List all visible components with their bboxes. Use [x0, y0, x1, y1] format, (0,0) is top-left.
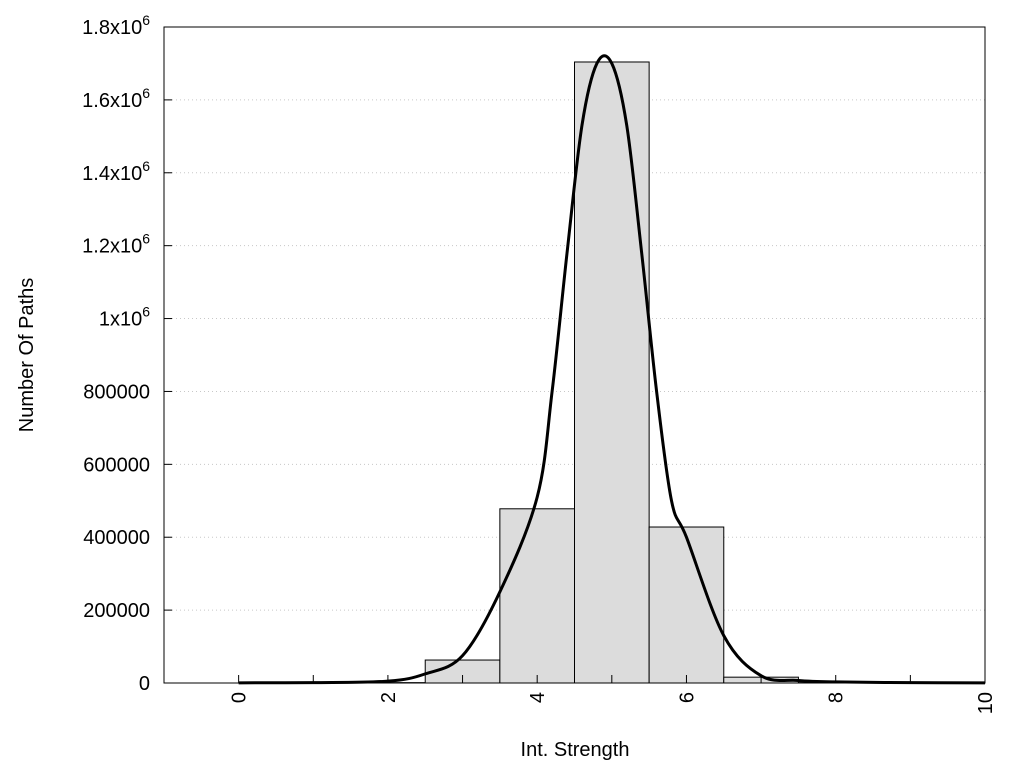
y-tick-label-2: 400000 — [83, 527, 150, 549]
x-tick-label-0: 0 — [229, 692, 251, 703]
bar-6 — [648, 526, 725, 684]
bar-5 — [574, 61, 650, 684]
x-tick-labels: 0 2 4 6 8 10 — [229, 692, 997, 714]
x-axis-title: Int. Strength — [521, 739, 630, 761]
x-tick-label-2: 2 — [378, 692, 400, 703]
y-tick-label-5: 1x106 — [99, 304, 150, 331]
plot-frame — [163, 26, 986, 684]
x-tick-label-8: 8 — [826, 692, 848, 703]
y-tick-label-3: 600000 — [83, 454, 150, 476]
bar-4 — [499, 508, 576, 684]
y-tick-label-8: 1.6x106 — [82, 85, 150, 112]
y-tick-label-6: 1.2x106 — [82, 231, 150, 258]
y-tick-label-9: 1.8x106 — [82, 12, 150, 39]
y-tick-label-7: 1.4x106 — [82, 158, 150, 185]
y-tick-label-1: 200000 — [83, 600, 150, 622]
x-tick-label-4: 4 — [527, 692, 549, 703]
y-tick-label-4: 800000 — [83, 381, 150, 403]
y-axis-title: Number Of Paths — [16, 278, 38, 433]
y-tick-label-0: 0 — [139, 673, 150, 695]
x-tick-label-10: 10 — [975, 692, 997, 714]
x-tick-label-6: 6 — [676, 692, 698, 703]
bars — [350, 61, 874, 684]
y-tick-labels: 0 200000 400000 600000 800000 1x106 1.2x106 1.4… — [82, 12, 150, 695]
axis-ticks — [164, 26, 986, 684]
